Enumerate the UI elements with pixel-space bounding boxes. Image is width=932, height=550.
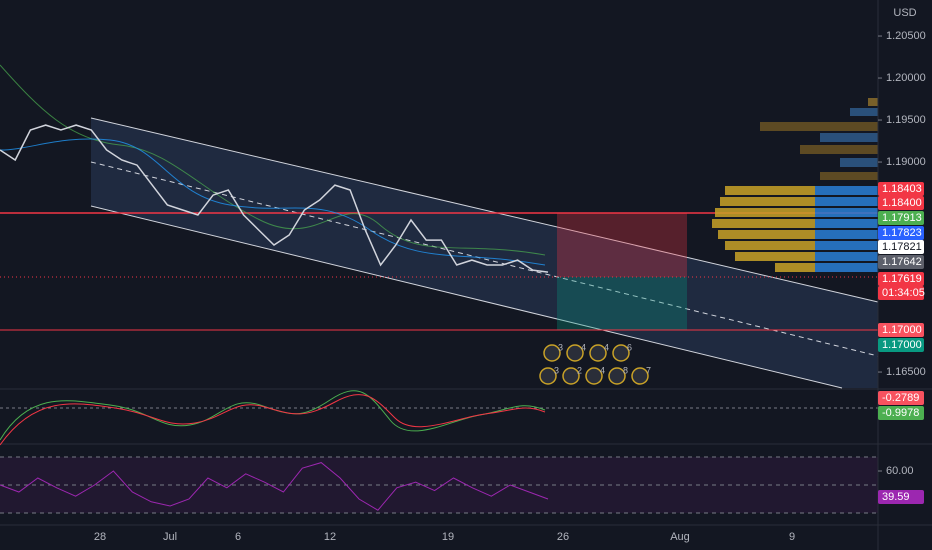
event-count: 3 [554,365,559,375]
tag-bg [878,391,924,405]
tag-label: 1.17000 [882,339,922,351]
stop-box [557,213,687,277]
price-tag: 1.17821 [878,240,924,254]
tag-bg [878,286,924,300]
event-icon [562,367,580,385]
event-count: 4 [604,342,609,352]
x-tick-label: Aug [670,531,690,543]
ma-fast [0,138,546,266]
tag-label: 1.17821 [882,241,922,253]
event-icon [589,344,607,362]
event-count: 7 [646,365,651,375]
x-tick-label: 19 [442,531,454,543]
x-tick-label: Jul [163,531,177,543]
ma-slow [0,64,546,256]
currency: USD [893,7,916,19]
channel-fill [91,118,878,388]
tag-label: 39.59 [882,491,910,503]
tag-bg [878,226,924,240]
y-tick-label: 1.20000 [886,72,926,84]
price-tag: 1.18400 [878,196,924,210]
tag-bg [878,323,924,337]
y-tick-label: 1.19000 [886,156,926,168]
event-count: 2 [577,365,582,375]
price-tag: 1.17913 [878,211,924,225]
channel-top [90,117,879,303]
rsi-line [0,462,549,511]
tag-bg [878,406,924,420]
macd-tag: -0.9978 [878,406,924,420]
event-count: 6 [627,342,632,352]
tag-bg [878,182,924,196]
event-count: 8 [623,365,628,375]
price-tag: 01:34:05 [878,286,925,300]
tag-label: 01:34:05 [882,287,925,299]
macd-tag: -0.2789 [878,391,924,405]
event-count: 4 [600,365,605,375]
tag-label: -0.2789 [882,392,919,404]
y-tick-label: 60.00 [886,465,914,477]
event-icon [566,344,584,362]
event-count: 4 [581,342,586,352]
tag-label: 1.18403 [882,183,922,195]
price-tag: 1.17642 [878,255,924,269]
tag-bg [878,196,924,210]
y-tick-label: 1.20500 [886,30,926,42]
tag-bg [878,490,924,504]
tag-label: 1.17000 [882,324,922,336]
tag-label: 1.17642 [882,256,922,268]
price-tag: 1.18403 [878,182,924,196]
x-tick-label: 9 [789,531,795,543]
y-tick-label: 1.16500 [886,366,926,378]
signal-line [0,394,546,446]
target-box [557,277,687,330]
tag-bg [878,240,924,254]
price-tag: 1.17000 [878,323,924,337]
tag-label: 1.17823 [882,227,922,239]
event-icon [585,367,603,385]
tag-bg [878,272,924,286]
channel-mid [90,161,879,357]
event-icon [631,367,649,385]
x-tick-label: 12 [324,531,336,543]
event-icon [612,344,630,362]
tag-bg [878,211,924,225]
volume-profile [712,98,878,272]
price-tag: 1.17823 [878,226,924,240]
event-icon [608,367,626,385]
tag-label: 1.17619 [882,273,922,285]
event-icon [539,367,557,385]
rsi-tag: 39.59 [878,490,924,504]
tag-label: 1.17913 [882,212,922,224]
tag-label: 1.18400 [882,197,922,209]
tag-bg [878,338,924,352]
y-tick-label: 1.19500 [886,114,926,126]
tag-bg [878,255,924,269]
price-tag: 1.17619 [878,272,924,286]
price-line [0,124,549,273]
tag-label: -0.9978 [882,407,919,419]
x-tick-label: 28 [94,531,106,543]
x-tick-label: 6 [235,531,241,543]
channel-bottom [90,205,843,389]
price-tag: 1.17000 [878,338,924,352]
macd-line [0,390,546,441]
event-icon [543,344,561,362]
x-tick-label: 26 [557,531,569,543]
event-count: 3 [558,342,563,352]
